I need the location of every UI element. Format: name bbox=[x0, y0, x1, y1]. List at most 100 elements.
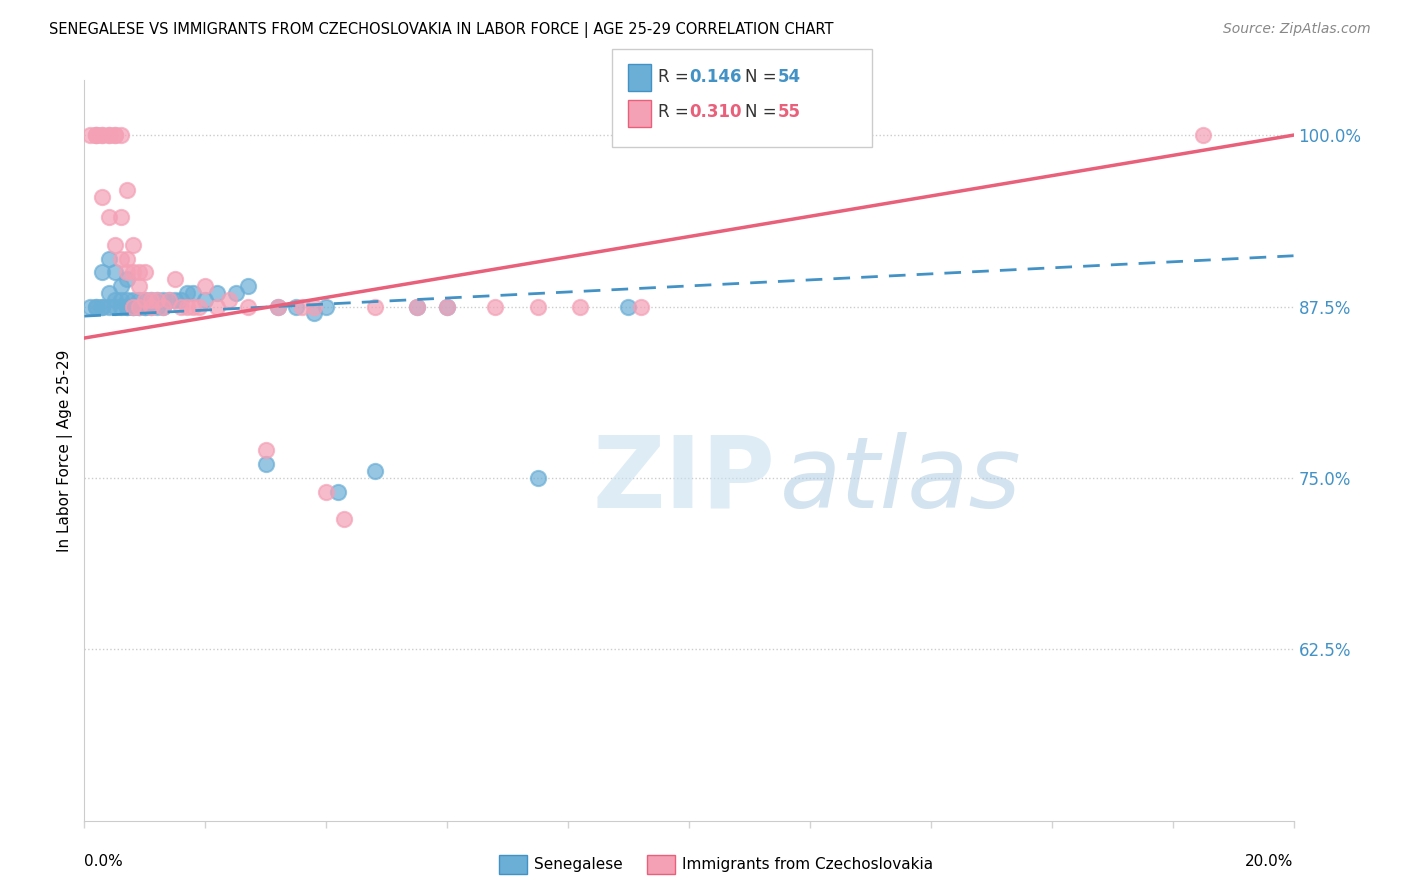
Point bbox=[188, 300, 211, 314]
Point bbox=[128, 300, 150, 314]
Point bbox=[86, 128, 108, 142]
Point bbox=[121, 293, 143, 307]
Point bbox=[291, 300, 314, 314]
Point bbox=[146, 300, 169, 314]
Point bbox=[134, 293, 156, 307]
Point bbox=[121, 265, 143, 279]
Point bbox=[617, 300, 640, 314]
Point bbox=[115, 293, 138, 307]
Point bbox=[128, 300, 150, 314]
Point bbox=[128, 279, 150, 293]
Text: ZIP: ZIP bbox=[592, 432, 775, 529]
Point bbox=[181, 300, 204, 314]
Point bbox=[328, 484, 350, 499]
Point bbox=[436, 300, 458, 314]
Point bbox=[110, 252, 132, 266]
Point bbox=[121, 300, 143, 314]
Point bbox=[333, 512, 356, 526]
Point bbox=[152, 300, 174, 314]
Point bbox=[134, 265, 156, 279]
Point bbox=[315, 300, 337, 314]
Point bbox=[363, 464, 385, 478]
Point bbox=[218, 293, 240, 307]
Point bbox=[115, 183, 138, 197]
Point bbox=[194, 293, 217, 307]
Point bbox=[285, 300, 308, 314]
Point bbox=[86, 128, 108, 142]
Point bbox=[527, 300, 550, 314]
Point bbox=[97, 128, 120, 142]
Point bbox=[207, 285, 229, 300]
Point bbox=[115, 300, 138, 314]
Point bbox=[207, 300, 229, 314]
Point bbox=[97, 252, 120, 266]
Text: N =: N = bbox=[745, 103, 782, 121]
Point bbox=[86, 300, 108, 314]
Point bbox=[97, 285, 120, 300]
Point bbox=[157, 293, 180, 307]
Point bbox=[104, 128, 127, 142]
Point bbox=[569, 300, 592, 314]
Text: 0.310: 0.310 bbox=[689, 103, 741, 121]
Point bbox=[302, 306, 325, 320]
Point bbox=[110, 300, 132, 314]
Point bbox=[630, 300, 652, 314]
Point bbox=[110, 293, 132, 307]
Point bbox=[97, 211, 120, 225]
Text: 0.0%: 0.0% bbox=[84, 854, 124, 869]
Point bbox=[254, 443, 277, 458]
Text: Immigrants from Czechoslovakia: Immigrants from Czechoslovakia bbox=[682, 857, 934, 871]
Point bbox=[139, 293, 162, 307]
Text: 54: 54 bbox=[778, 68, 800, 86]
Point bbox=[302, 300, 325, 314]
Point bbox=[194, 279, 217, 293]
Point bbox=[121, 237, 143, 252]
Point bbox=[139, 300, 162, 314]
Point bbox=[91, 128, 114, 142]
Point bbox=[128, 265, 150, 279]
Point bbox=[165, 272, 187, 286]
Point bbox=[176, 300, 198, 314]
Point bbox=[91, 128, 114, 142]
Point bbox=[110, 128, 132, 142]
Point bbox=[406, 300, 429, 314]
Text: Senegalese: Senegalese bbox=[534, 857, 623, 871]
Point bbox=[115, 252, 138, 266]
Point bbox=[170, 300, 193, 314]
Point bbox=[86, 300, 108, 314]
Point bbox=[97, 300, 120, 314]
Point bbox=[134, 293, 156, 307]
Text: R =: R = bbox=[658, 103, 695, 121]
Text: 0.146: 0.146 bbox=[689, 68, 741, 86]
Point bbox=[139, 293, 162, 307]
Point bbox=[121, 300, 143, 314]
Point bbox=[165, 293, 187, 307]
Text: R =: R = bbox=[658, 68, 695, 86]
Point bbox=[91, 190, 114, 204]
Point bbox=[139, 300, 162, 314]
Text: 20.0%: 20.0% bbox=[1246, 854, 1294, 869]
Point bbox=[110, 211, 132, 225]
Point bbox=[134, 300, 156, 314]
Point bbox=[128, 293, 150, 307]
Point bbox=[146, 293, 169, 307]
Point bbox=[104, 300, 127, 314]
Text: Source: ZipAtlas.com: Source: ZipAtlas.com bbox=[1223, 22, 1371, 37]
Point bbox=[79, 300, 101, 314]
Point bbox=[436, 300, 458, 314]
Point bbox=[157, 293, 180, 307]
Point bbox=[79, 128, 101, 142]
Point bbox=[104, 237, 127, 252]
Point bbox=[267, 300, 290, 314]
Point bbox=[104, 128, 127, 142]
Point bbox=[121, 300, 143, 314]
Point bbox=[315, 484, 337, 499]
Point bbox=[527, 471, 550, 485]
Point bbox=[91, 300, 114, 314]
Text: N =: N = bbox=[745, 68, 782, 86]
Y-axis label: In Labor Force | Age 25-29: In Labor Force | Age 25-29 bbox=[58, 350, 73, 551]
Point bbox=[170, 293, 193, 307]
Point bbox=[91, 265, 114, 279]
Point bbox=[152, 300, 174, 314]
Point bbox=[86, 128, 108, 142]
